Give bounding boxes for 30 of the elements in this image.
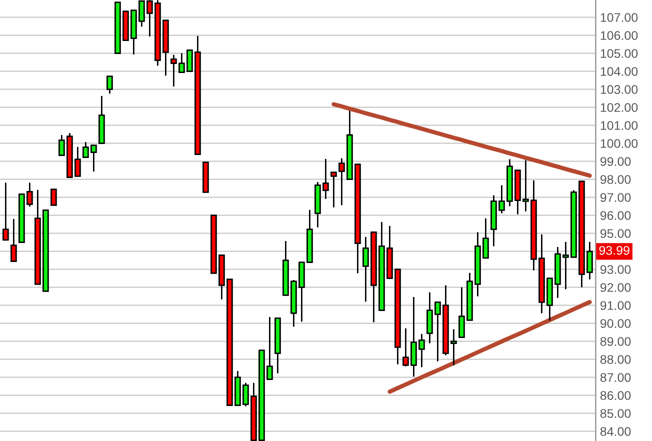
candlestick — [10, 218, 17, 262]
y-tick-label: 91.00 — [600, 301, 631, 310]
y-tick-label: 93.00 — [600, 265, 631, 274]
y-tick-label: 106.00 — [600, 31, 638, 40]
y-tick-label: 88.00 — [600, 355, 631, 364]
line-series — [332, 102, 592, 178]
y-tick-label: 104.00 — [600, 67, 638, 76]
candlestick — [50, 188, 57, 206]
y-tick-label: 101.00 — [600, 121, 638, 130]
y-tick-label: 86.00 — [600, 391, 631, 400]
candlestick — [2, 182, 9, 241]
y-tick-label: 90.00 — [600, 319, 631, 328]
y-tick-label: 102.00 — [600, 103, 638, 112]
annotation: 93.99 — [599, 246, 630, 255]
y-tick-label: 95.00 — [600, 229, 631, 238]
y-tick-label: 98.00 — [600, 175, 631, 184]
y-tick-label: 107.00 — [600, 13, 638, 22]
y-tick-label: 103.00 — [600, 85, 638, 94]
y-tick-label: 84.00 — [600, 427, 631, 436]
y-tick-label: 87.00 — [600, 373, 631, 382]
y-tick-label: 89.00 — [600, 337, 631, 346]
y-tick-label: 85.00 — [600, 409, 631, 418]
line-series — [388, 300, 592, 394]
y-tick-label: 99.00 — [600, 157, 631, 166]
y-tick-label: 100.00 — [600, 139, 638, 148]
y-tick-label: 96.00 — [600, 211, 631, 220]
y-tick-label: 92.00 — [600, 283, 631, 292]
y-tick-label: 105.00 — [600, 49, 638, 58]
y-tick-label: 97.00 — [600, 193, 631, 202]
candlestick — [106, 76, 113, 94]
